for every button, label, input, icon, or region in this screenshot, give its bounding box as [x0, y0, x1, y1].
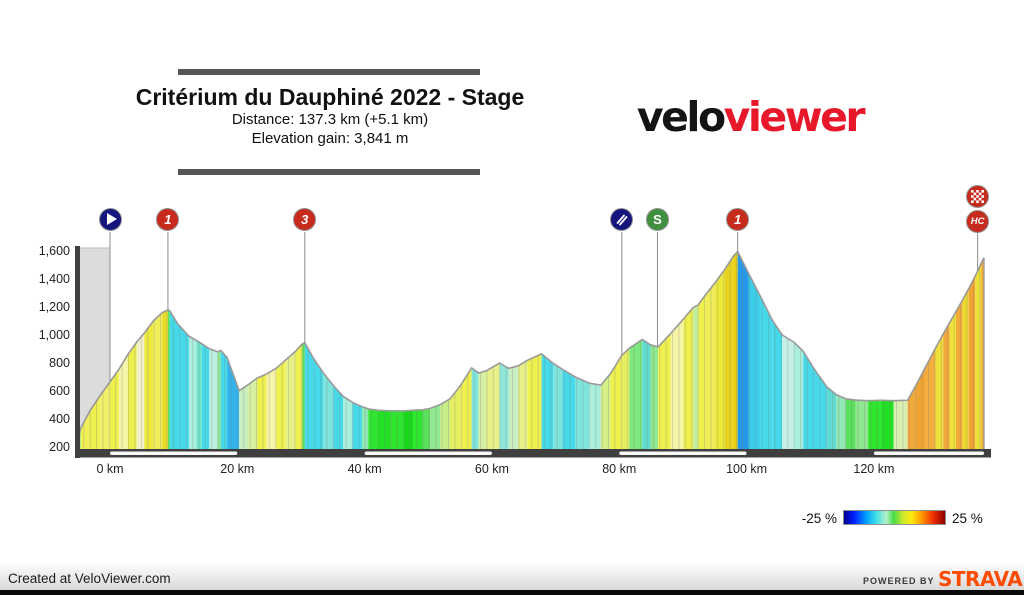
y-axis-tick-label: 1,400 — [38, 272, 70, 286]
feed-zone-marker — [610, 207, 634, 231]
play-icon — [106, 213, 117, 225]
climb-marker-cat1: 1 — [156, 207, 180, 231]
page-title: Critérium du Dauphiné 2022 - Stage — [135, 84, 525, 110]
gradient-legend-bar — [843, 510, 946, 525]
stage-elevation-gain: Elevation gain: 3,841 m — [251, 130, 409, 147]
title-rule-top — [178, 69, 480, 75]
x-axis-tick-label: 60 km — [474, 462, 509, 476]
y-axis-tick-label: 800 — [49, 356, 70, 370]
x-axis-stripe — [873, 451, 985, 455]
x-axis-stripe — [619, 451, 747, 455]
footer: Created at VeloViewer.com POWERED BY STR… — [0, 562, 1024, 595]
x-axis-tick-label: 120 km — [853, 462, 895, 476]
x-axis-stripe — [110, 451, 238, 455]
profile-outline — [76, 250, 985, 443]
climb-marker-cat1: 1 — [726, 207, 750, 231]
fork-icon — [616, 214, 628, 225]
y-axis-tick-label: 1,000 — [38, 328, 70, 342]
y-axis-tick-label: 200 — [49, 440, 70, 454]
checkered-flag-icon — [971, 189, 985, 203]
veloviewer-logo: veloviewer — [630, 97, 870, 138]
y-axis-tick-label: 400 — [49, 412, 70, 426]
x-axis-tick-label: 40 km — [347, 462, 382, 476]
x-axis-stripe — [364, 451, 492, 455]
finish-marker — [966, 184, 990, 208]
x-axis-bar — [75, 449, 991, 458]
y-axis-tick-label: 1,600 — [38, 244, 70, 258]
y-axis-tick-label: 600 — [49, 384, 70, 398]
start-marker — [98, 207, 122, 231]
bar-striping — [77, 251, 985, 451]
legend-min-label: -25 % — [801, 511, 837, 526]
strava-logo: STRAVA — [938, 567, 1023, 591]
stage-distance: Distance: 137.3 km (+5.1 km) — [231, 111, 429, 128]
y-axis-tick-label: 1,200 — [38, 300, 70, 314]
legend-max-label: 25 % — [952, 511, 983, 526]
title-rule-bottom — [178, 169, 480, 175]
x-axis-tick-label: 0 km — [96, 462, 124, 476]
logo-velo: velo — [636, 93, 726, 141]
x-axis-tick-label: 20 km — [220, 462, 255, 476]
y-axis-bar — [75, 246, 80, 458]
created-at-text: Created at VeloViewer.com — [8, 571, 171, 586]
footer-black-bar — [0, 590, 1024, 595]
powered-by-text: POWERED BY — [863, 576, 935, 586]
climb-marker-cat3: 3 — [293, 207, 317, 231]
x-axis-tick-label: 80 km — [602, 462, 637, 476]
sprint-marker: S — [645, 207, 669, 231]
logo-viewer: viewer — [723, 93, 866, 141]
x-axis-tick-label: 100 km — [726, 462, 768, 476]
hc-climb-marker: HC — [966, 209, 990, 233]
